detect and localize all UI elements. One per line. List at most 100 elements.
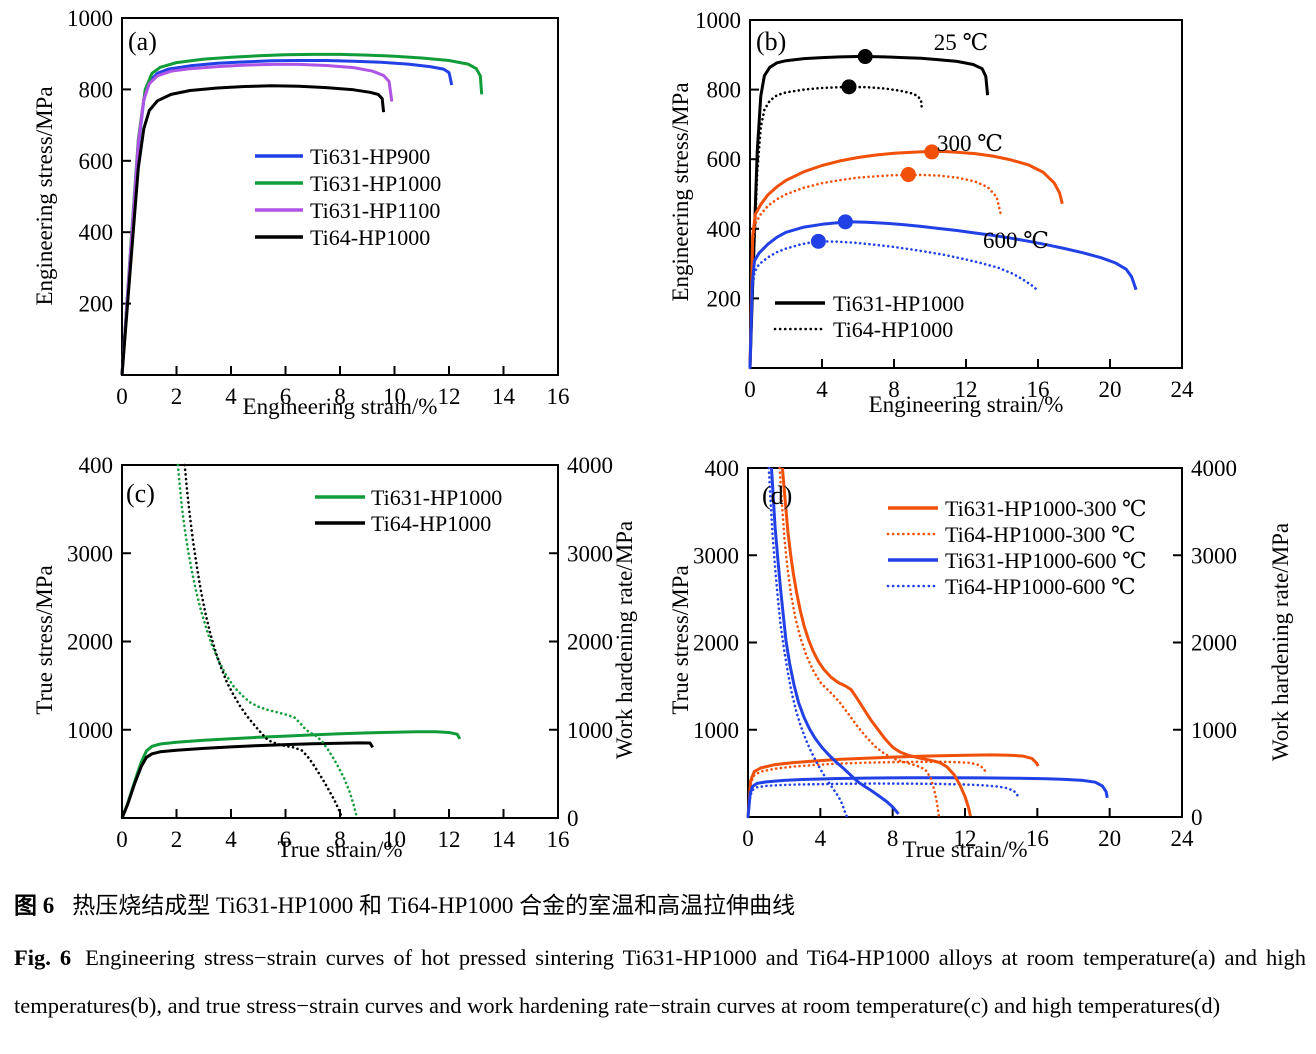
y-tick-label: 400 — [79, 453, 114, 478]
x-axis-label: Engineering strain/% — [869, 392, 1064, 417]
legend-label: Ti631-HP900 — [310, 144, 430, 169]
uts-marker — [900, 167, 916, 183]
y-tick-label: 600 — [79, 149, 114, 174]
y-tick-label: 800 — [79, 77, 114, 102]
x-tick-label: 12 — [438, 827, 461, 852]
legend-label: Ti631-HP1000-300 ℃ — [945, 496, 1147, 521]
series-curve — [780, 467, 972, 817]
temperature-annotation: 600 ℃ — [983, 228, 1049, 253]
x-tick-label: 12 — [955, 377, 978, 402]
x-tick-label: 16 — [547, 384, 570, 409]
y-tick-label: 3000 — [67, 541, 113, 566]
uts-marker — [810, 233, 826, 249]
panel-label: (c) — [126, 479, 155, 508]
x-tick-label: 6 — [280, 384, 292, 409]
y2-tick-label: 1000 — [567, 718, 613, 743]
legend-label: Ti631-HP1000-600 ℃ — [945, 548, 1147, 573]
series-curve — [748, 173, 1003, 370]
y-tick-label: 1000 — [693, 718, 739, 743]
series-curve — [748, 150, 1064, 369]
legend-label: Ti631-HP1000 — [310, 171, 441, 196]
x-tick-label: 10 — [383, 827, 406, 852]
panel-label: (d) — [762, 481, 792, 510]
x-tick-label: 14 — [492, 827, 516, 852]
x-tick-label: 4 — [815, 826, 827, 851]
series-curve — [746, 760, 988, 819]
uts-marker — [924, 144, 940, 160]
y-tick-label: 1000 — [67, 718, 113, 743]
legend-label: Ti64-HP1000 — [371, 511, 491, 536]
chart-panel-a: 0 2 4 6 8 10 12 14 16 1000 800 600 400 200 Engineering… — [32, 6, 570, 419]
chart-panel-d: 0 4 8 12 16 20 24 400 3000 2000 1000 4000 3000 2000 10… — [668, 456, 1293, 862]
y-tick-label: 800 — [707, 78, 742, 103]
x-tick-label: 8 — [888, 377, 900, 402]
caption-en-prefix: Fig. 6 — [14, 945, 72, 970]
temperature-annotation: 25 ℃ — [934, 30, 988, 55]
legend-label: Ti631-HP1000 — [371, 485, 502, 510]
x-tick-label: 16 — [1027, 377, 1050, 402]
x-tick-label: 12 — [954, 826, 977, 851]
y2-tick-label: 2000 — [1191, 631, 1237, 656]
x-tick-label: 20 — [1099, 377, 1122, 402]
panel-label: (b) — [756, 27, 786, 56]
x-tick-label: 6 — [280, 827, 292, 852]
legend-label: Ti64-HP1000-300 ℃ — [945, 522, 1136, 547]
x-tick-label: 8 — [334, 827, 346, 852]
y-tick-label: 200 — [79, 292, 114, 317]
caption-english: Fig. 6 Engineering stress−strain curves o… — [14, 934, 1306, 1030]
y2-tick-label: 4000 — [567, 453, 613, 478]
axis-box — [121, 464, 559, 819]
y2-tick-label: 1000 — [1191, 718, 1237, 743]
series-curve — [120, 52, 484, 376]
x-tick-label: 20 — [1098, 826, 1121, 851]
axis-box — [749, 19, 1183, 369]
y-tick-label: 2000 — [693, 631, 739, 656]
axis-box — [121, 17, 559, 376]
x-axis-label: True strain/% — [277, 837, 402, 862]
series-curve — [120, 741, 374, 819]
legend-label: Ti631-HP1100 — [310, 198, 440, 223]
y-tick-label: 400 — [705, 456, 740, 481]
series-curve — [176, 463, 358, 817]
x-tick-label: 24 — [1171, 826, 1195, 851]
y2-tick-label: 2000 — [567, 630, 613, 655]
y2-tick-label: 4000 — [1191, 456, 1237, 481]
legend-label: Ti64-HP1000-600 ℃ — [945, 574, 1136, 599]
legend-label: Ti631-HP1000 — [833, 291, 964, 316]
x-tick-label: 10 — [383, 384, 406, 409]
x-tick-label: 0 — [744, 377, 756, 402]
x-tick-label: 0 — [742, 826, 754, 851]
y-tick-label: 2000 — [67, 630, 113, 655]
temperature-annotation: 300 ℃ — [937, 131, 1003, 156]
y-axis-label: Engineering stress/MPa — [668, 82, 693, 301]
uts-marker — [837, 214, 853, 230]
x-tick-label: 16 — [1026, 826, 1049, 851]
y-tick-label: 200 — [707, 286, 742, 311]
y2-axis-label: Work hardening rate/MPa — [612, 521, 637, 759]
series-curve — [746, 776, 1109, 818]
x-tick-label: 8 — [334, 384, 346, 409]
y-tick-label: 1000 — [67, 6, 113, 31]
x-tick-label: 2 — [171, 827, 183, 852]
caption-zh-text: 热压烧结成型 Ti631-HP1000 和 Ti64-HP1000 合金的室温和… — [72, 893, 796, 918]
y2-axis-label: Work hardening rate/MPa — [1268, 523, 1293, 761]
y-tick-label: 1000 — [695, 8, 741, 33]
y-axis-label: True stress/MPa — [668, 565, 693, 714]
x-tick-label: 0 — [116, 384, 128, 409]
x-tick-label: 4 — [816, 377, 828, 402]
series-curve — [120, 730, 462, 819]
figure-caption: 图 6 热压烧结成型 Ti631-HP1000 和 Ti64-HP1000 合金的… — [14, 886, 1306, 1030]
series-curve — [770, 467, 900, 815]
series-curve — [183, 463, 343, 818]
x-tick-label: 12 — [438, 384, 461, 409]
series-curve — [778, 466, 941, 817]
chart-panel-c: 0 2 4 6 8 10 12 14 16 400 3000 2000 1000 4000 3000 2000… — [32, 453, 637, 862]
legend-label: Ti64-HP1000 — [310, 225, 430, 250]
y2-tick-label: 3000 — [567, 541, 613, 566]
y-tick-label: 400 — [707, 217, 742, 242]
caption-en-text: Engineering stress−strain curves of hot … — [14, 945, 1306, 1018]
caption-chinese: 图 6 热压烧结成型 Ti631-HP1000 和 Ti64-HP1000 合金的… — [14, 886, 1306, 920]
series-curve — [120, 84, 386, 376]
x-axis-label: True strain/% — [902, 837, 1027, 862]
